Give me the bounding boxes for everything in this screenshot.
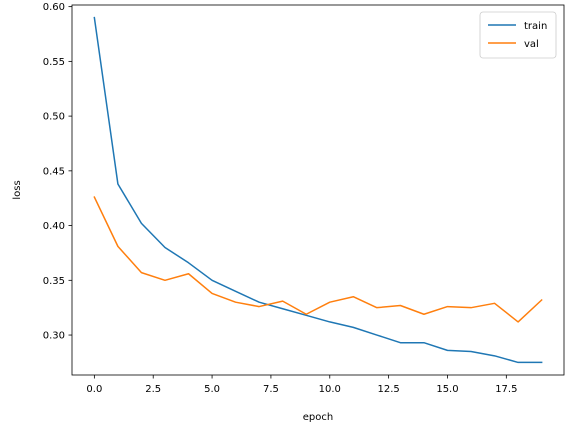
legend: train val bbox=[480, 12, 556, 58]
x-tick-label: 7.5 bbox=[263, 384, 279, 395]
legend-box bbox=[480, 12, 556, 58]
plot-area bbox=[72, 5, 564, 375]
y-tick-label: 0.45 bbox=[43, 166, 65, 177]
y-axis-label: loss bbox=[12, 180, 23, 199]
legend-label-train: train bbox=[524, 21, 547, 32]
legend-label-val: val bbox=[524, 39, 539, 50]
x-tick-label: 2.5 bbox=[145, 384, 161, 395]
x-tick-label: 5.0 bbox=[204, 384, 220, 395]
x-tick-label: 0.0 bbox=[86, 384, 102, 395]
x-tick-label: 12.5 bbox=[377, 384, 399, 395]
y-tick-label: 0.50 bbox=[43, 112, 65, 123]
y-tick-label: 0.30 bbox=[43, 331, 65, 342]
x-tick-label: 10.0 bbox=[319, 384, 341, 395]
y-tick-label: 0.35 bbox=[43, 276, 65, 287]
x-tick-label: 15.0 bbox=[436, 384, 458, 395]
x-axis-label: epoch bbox=[303, 412, 333, 423]
y-tick-label: 0.55 bbox=[43, 57, 65, 68]
y-tick-label: 0.60 bbox=[43, 2, 65, 13]
y-tick-label: 0.40 bbox=[43, 221, 65, 232]
x-tick-label: 17.5 bbox=[495, 384, 517, 395]
